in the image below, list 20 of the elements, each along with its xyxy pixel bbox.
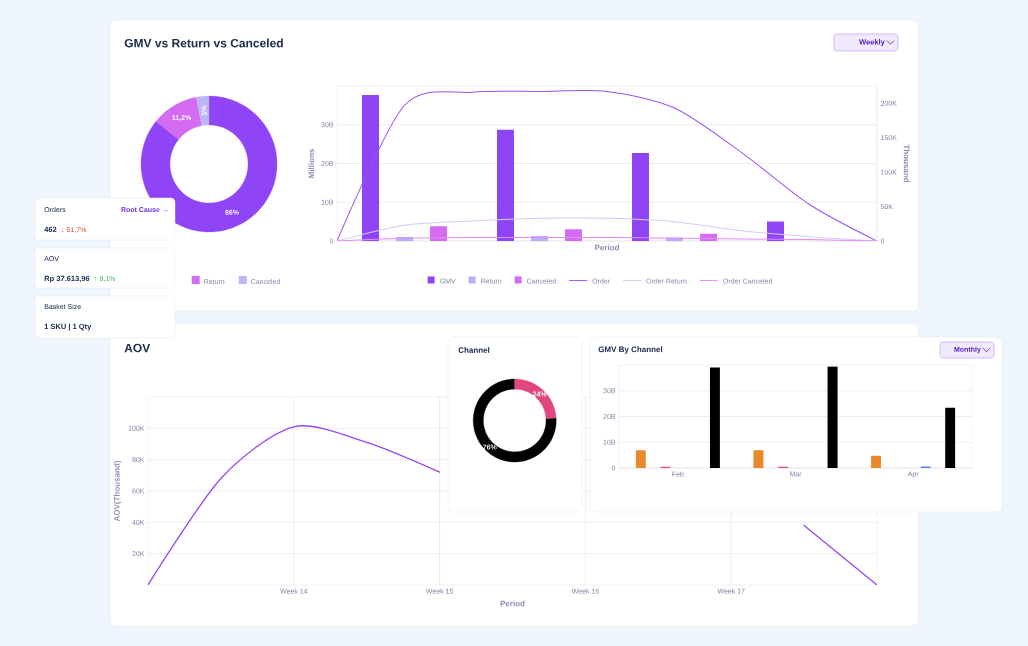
x-axis-title: Period — [595, 244, 619, 251]
bar — [827, 366, 838, 468]
chart-title: GMV vs Return vs Canceled — [124, 38, 283, 48]
bar — [753, 450, 764, 468]
chart-title: AOV — [124, 343, 151, 353]
chart-title: GMV By Channel — [598, 346, 663, 354]
bar — [871, 455, 882, 468]
y2-axis-title: Thousand — [903, 144, 910, 183]
y-axis-title: Millions — [308, 148, 315, 178]
x-axis-title: Period — [500, 600, 525, 607]
bar — [945, 407, 956, 468]
bar — [430, 226, 448, 241]
y-axis-title: AOV(Thousand) — [113, 460, 122, 522]
bar — [632, 153, 649, 241]
bar — [497, 129, 514, 241]
chart-title: Channel — [458, 347, 490, 353]
bar — [565, 229, 582, 241]
bar — [709, 367, 720, 468]
bar — [635, 450, 646, 468]
bar — [362, 94, 379, 241]
